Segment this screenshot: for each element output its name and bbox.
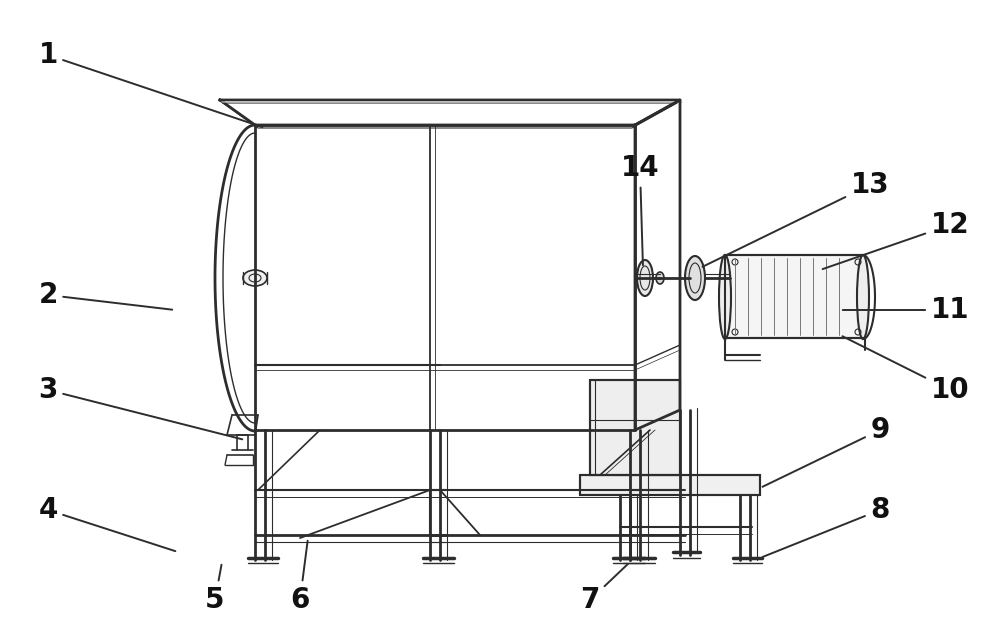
Text: 8: 8 <box>763 496 890 557</box>
Bar <box>590 380 680 475</box>
Ellipse shape <box>685 256 705 300</box>
Ellipse shape <box>656 272 664 284</box>
Text: 4: 4 <box>38 496 175 551</box>
Ellipse shape <box>857 255 869 339</box>
Text: 9: 9 <box>762 416 890 487</box>
Text: 11: 11 <box>843 296 969 324</box>
Ellipse shape <box>637 260 653 296</box>
Text: 3: 3 <box>38 376 242 439</box>
Text: 7: 7 <box>580 564 628 614</box>
Ellipse shape <box>719 255 731 339</box>
Ellipse shape <box>243 270 267 286</box>
Text: 2: 2 <box>38 281 172 310</box>
Text: 13: 13 <box>702 171 889 267</box>
Text: 12: 12 <box>823 211 969 269</box>
Bar <box>725 255 865 338</box>
Text: 6: 6 <box>290 541 310 614</box>
Text: 10: 10 <box>842 336 969 404</box>
Bar <box>580 475 760 495</box>
Text: 1: 1 <box>38 41 262 127</box>
Text: 5: 5 <box>205 564 225 614</box>
Text: 14: 14 <box>621 154 659 265</box>
